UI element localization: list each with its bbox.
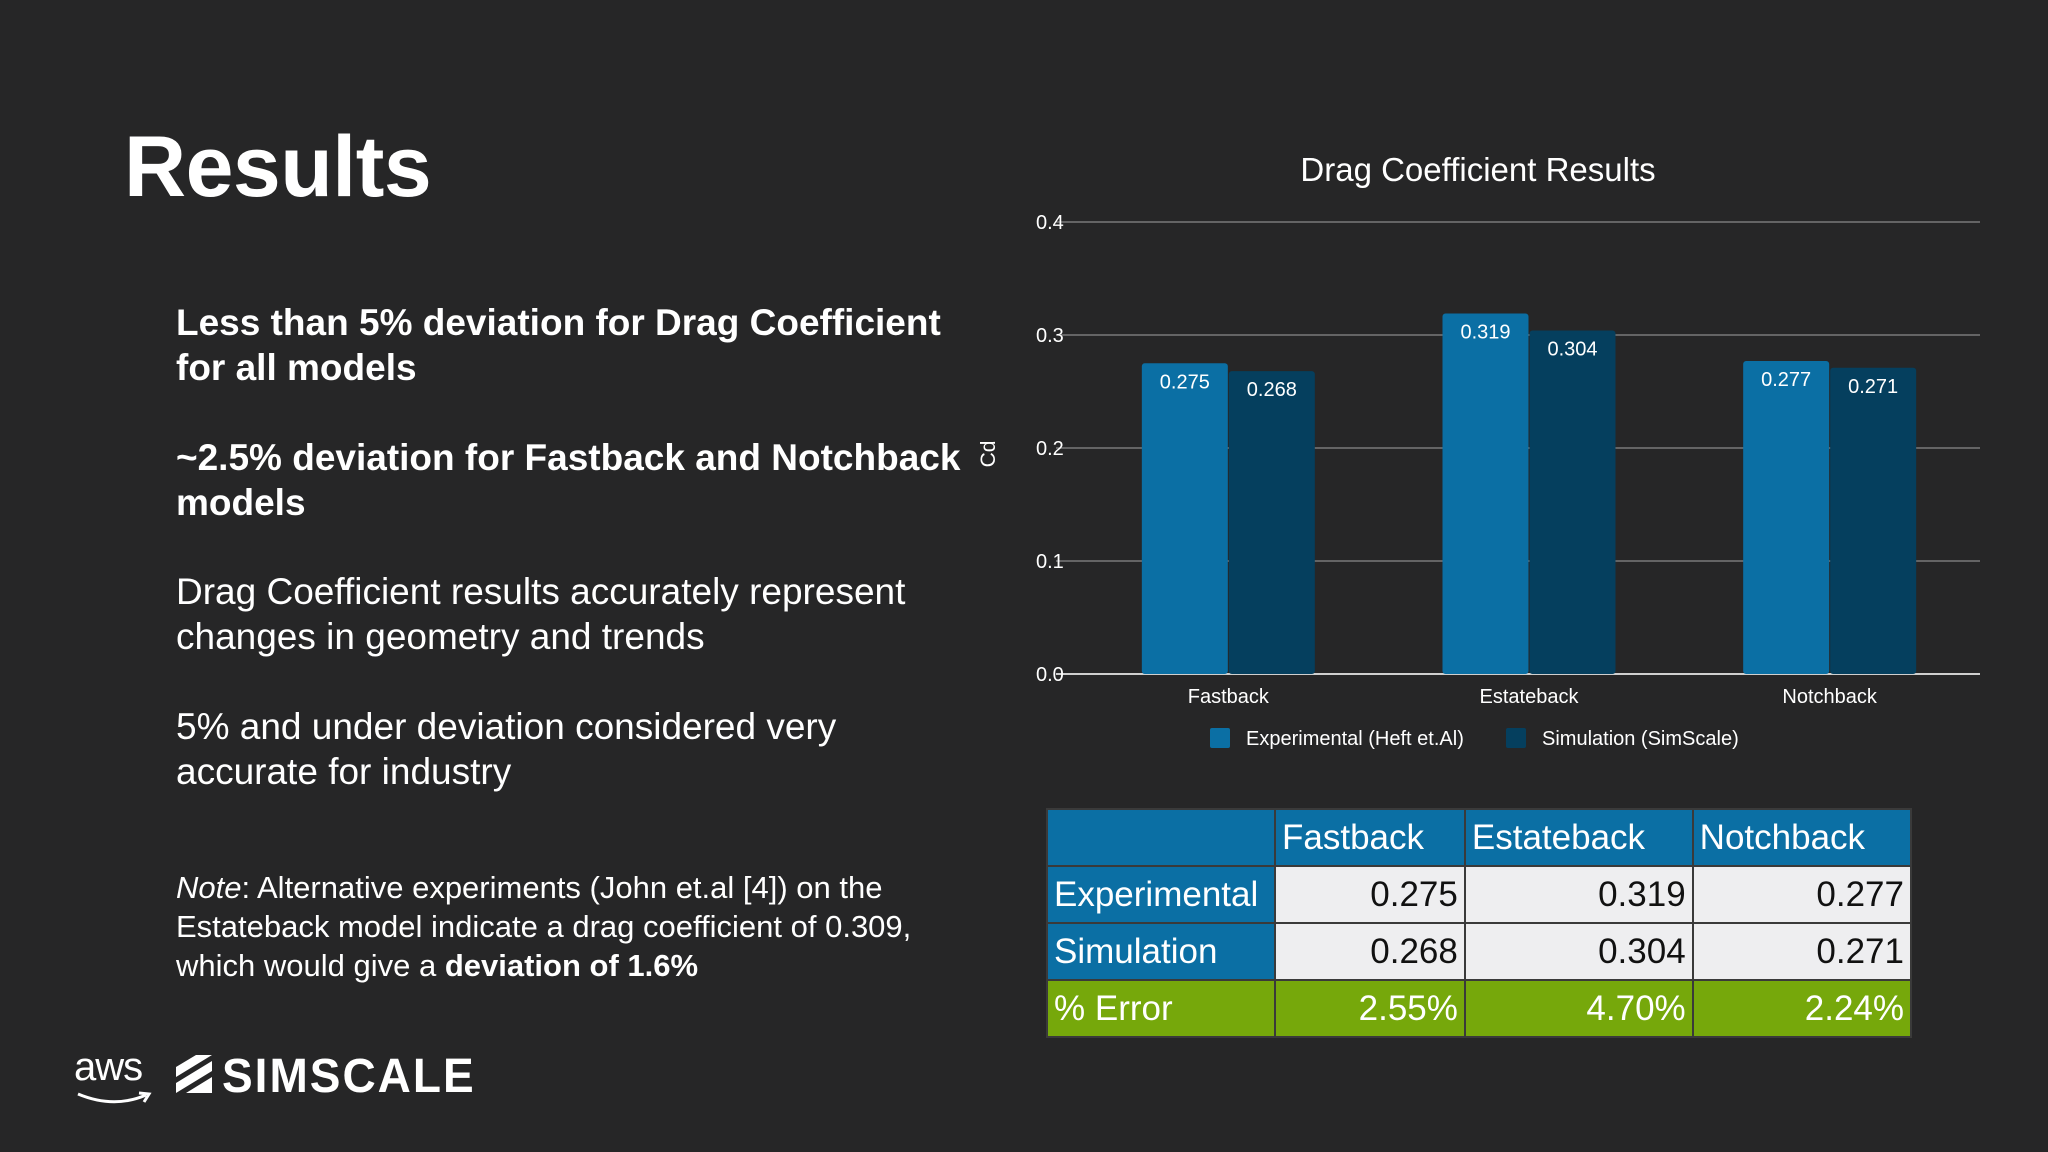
chart-title: Drag Coefficient Results: [1300, 151, 1655, 188]
legend-swatch: [1506, 728, 1526, 748]
legend-label: Experimental (Heft et.Al): [1246, 728, 1464, 750]
data-label: 0.304: [1547, 338, 1597, 360]
data-label: 0.271: [1848, 376, 1898, 398]
drag-coefficient-chart: Drag Coefficient Results 0.0 0.1 0.2 0.3 0.4…: [980, 151, 1980, 750]
legend-label: Simulation (SimScale): [1542, 728, 1739, 750]
data-label: 0.268: [1247, 379, 1297, 401]
note-label: Note: [176, 870, 242, 905]
y-tick-label: 0.2: [1036, 438, 1064, 460]
chart-bars: 0.275 0.268 Fastback 0.319 0.304 Estateback 0.…: [1141, 313, 1917, 708]
table-cell: 4.70%: [1463, 979, 1694, 1038]
row-label: Experimental: [1046, 865, 1276, 924]
slide-title: Results: [124, 119, 432, 215]
legend-swatch: [1210, 728, 1230, 748]
y-axis-label: Cd: [980, 441, 1000, 468]
row-label: % Error: [1046, 979, 1276, 1038]
row-label: Simulation: [1046, 922, 1276, 981]
note-body: : Alternative experiments (John et.al [4…: [176, 870, 912, 983]
table-cell: 0.271: [1691, 922, 1913, 981]
bar: [1141, 363, 1228, 674]
error-row: % Error 2.55% 4.70% 2.24%: [1046, 979, 1913, 1038]
bar: [1442, 313, 1529, 674]
table-header-cell: Estateback: [1463, 808, 1694, 867]
y-tick-label: 0.1: [1036, 551, 1064, 573]
x-tick-label: Estateback: [1480, 686, 1580, 708]
table-header-row: Fastback Estateback Notchback: [1046, 808, 1913, 867]
aws-logo: aws: [74, 1045, 143, 1089]
bullet-3: Drag Coefficient results accurately repr…: [176, 571, 906, 657]
table-header-cell: [1046, 808, 1276, 867]
data-label: 0.277: [1761, 369, 1811, 391]
aws-smile-icon: [77, 1091, 152, 1104]
table-cell: 0.275: [1274, 865, 1466, 924]
note-text: Note: Alternative experiments (John et.a…: [176, 868, 956, 985]
x-tick-label: Fastback: [1188, 686, 1270, 708]
bar: [1830, 367, 1917, 674]
simscale-logo: SIMSCALE: [222, 1047, 476, 1103]
table-cell: 2.55%: [1274, 979, 1466, 1038]
results-table: Fastback Estateback Notchback Experiment…: [1046, 808, 1913, 1038]
y-tick-label: 0.3: [1036, 325, 1064, 347]
bar: [1228, 371, 1315, 674]
bullet-2: ~2.5% deviation for Fastback and Notchba…: [176, 437, 961, 523]
note-emphasis: deviation of 1.6%: [444, 948, 699, 983]
table-cell: 0.319: [1463, 865, 1694, 924]
table-row: Experimental 0.275 0.319 0.277: [1046, 865, 1913, 924]
data-label: 0.275: [1160, 371, 1210, 393]
chart-legend: Experimental (Heft et.Al) Simulation (Sim…: [1210, 728, 1739, 750]
y-tick-label: 0.4: [1036, 212, 1064, 234]
table-header-cell: Notchback: [1691, 808, 1913, 867]
table-cell: 0.268: [1274, 922, 1466, 981]
y-tick-label: 0.0: [1036, 664, 1064, 686]
bar: [1529, 330, 1616, 674]
simscale-mark-icon: [176, 1055, 212, 1093]
table-cell: 0.277: [1691, 865, 1913, 924]
bullet-4: 5% and under deviation considered very a…: [176, 706, 837, 792]
table-cell: 2.24%: [1691, 979, 1913, 1038]
table-row: Simulation 0.268 0.304 0.271: [1046, 922, 1913, 981]
table-header-cell: Fastback: [1274, 808, 1466, 867]
bullet-1: Less than 5% deviation for Drag Coeffici…: [176, 302, 941, 388]
table-cell: 0.304: [1463, 922, 1694, 981]
x-tick-label: Notchback: [1782, 686, 1877, 708]
bar: [1743, 360, 1830, 674]
data-label: 0.319: [1460, 322, 1510, 344]
